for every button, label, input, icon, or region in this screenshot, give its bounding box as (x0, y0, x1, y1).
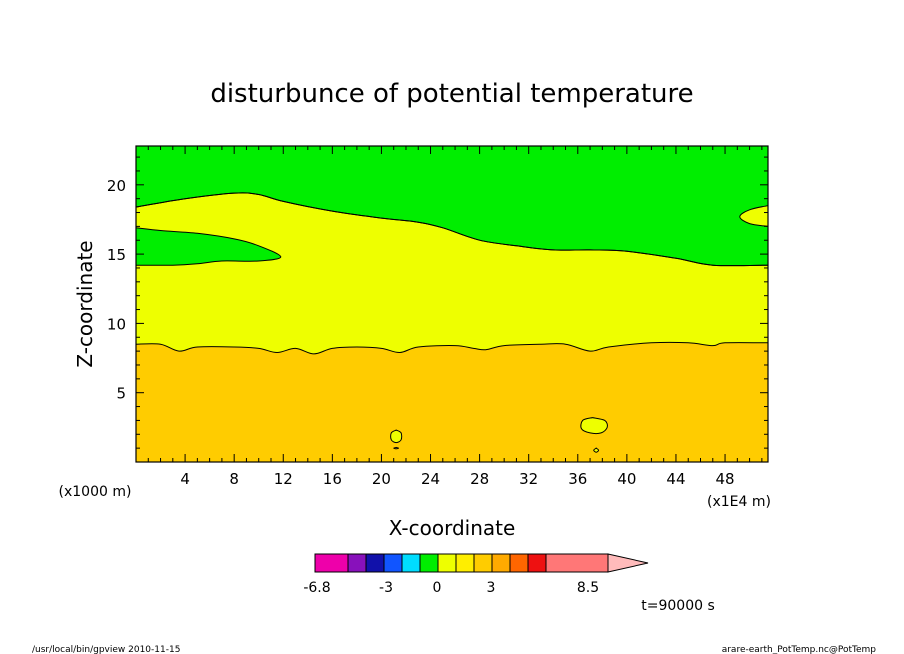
colorbar-tick-label: -3 (379, 580, 393, 596)
time-label: t=90000 s (641, 598, 715, 614)
region-yellow-patch (739, 205, 768, 227)
y-unit-label: (x1000 m) (59, 484, 132, 500)
y-axis: 5 10 15 20 (107, 156, 768, 449)
contour-loop (593, 447, 600, 453)
footer-left: /usr/local/bin/gpview 2010-11-15 (32, 645, 180, 654)
x-tick-label: 8 (229, 470, 239, 488)
colorbar-swatch (365, 553, 385, 573)
x-tick-label: 24 (421, 470, 440, 488)
x-tick-label: 32 (519, 470, 538, 488)
colorbar-swatch (314, 553, 349, 573)
y-tick-label: 5 (116, 385, 126, 403)
footer-right: arare-earth_PotTemp.nc@PotTemp (722, 645, 877, 654)
colorbar-extension (607, 553, 649, 573)
x-tick-label: 16 (323, 470, 342, 488)
x-tick-label: 40 (617, 470, 636, 488)
plot-frame (135, 145, 769, 463)
colorbar-tick-label: 3 (487, 580, 496, 596)
x-tick-label: 20 (372, 470, 391, 488)
colorbar-swatch (473, 553, 493, 573)
x-tick-label: 36 (568, 470, 587, 488)
x-tick-label: 44 (666, 470, 685, 488)
colorbar-swatch (347, 553, 367, 573)
x-axis-label: X-coordinate (389, 516, 516, 540)
colorbar-swatch (491, 553, 511, 573)
colorbar-swatch (419, 553, 439, 573)
colorbar-tick-label: 0 (433, 580, 442, 596)
colorbar-tick-label: 8.5 (577, 580, 599, 596)
contour-loop (580, 417, 608, 434)
contour-loop (393, 446, 400, 450)
y-tick-label: 10 (107, 315, 126, 333)
region-green-tongue (136, 227, 282, 266)
contour-line-upper (136, 192, 768, 267)
x-tick-label: 12 (274, 470, 293, 488)
colorbar-swatch (545, 553, 609, 573)
y-tick-label: 15 (107, 246, 126, 264)
x-tick-label: 48 (716, 470, 735, 488)
chart-title: disturbunce of potential temperature (210, 79, 693, 109)
colorbar-swatch (509, 553, 529, 573)
colorbar-swatch (527, 553, 547, 573)
colorbar-swatch (401, 553, 421, 573)
x-unit-label: (x1E4 m) (707, 494, 771, 510)
y-axis-label: Z-coordinate (73, 240, 97, 367)
contour-line-lower (136, 341, 768, 355)
colorbar-swatch (383, 553, 403, 573)
colorbar-labels: -6.8 -3 0 3 8.5 (303, 580, 599, 596)
colorbar-tick-label: -6.8 (303, 580, 330, 596)
x-axis: 4 8 12 16 20 24 28 32 36 40 44 48 (147, 146, 763, 488)
colorbar-swatch (455, 553, 475, 573)
contour-loop (390, 429, 403, 444)
plot-area (136, 146, 768, 462)
x-tick-label: 28 (470, 470, 489, 488)
y-tick-label: 20 (107, 177, 126, 195)
colorbar (314, 553, 649, 573)
x-tick-label: 4 (180, 470, 190, 488)
colorbar-swatch (437, 553, 457, 573)
